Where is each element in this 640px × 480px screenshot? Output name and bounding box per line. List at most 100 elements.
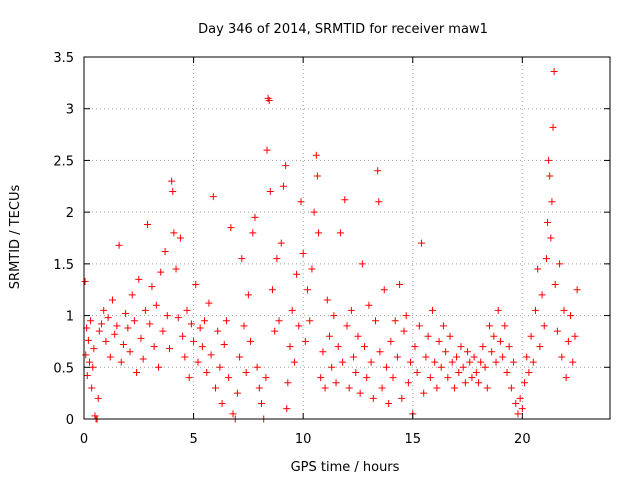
data-point <box>393 353 401 361</box>
data-point <box>251 213 259 221</box>
x-tick-label: 0 <box>80 432 88 447</box>
data-point <box>531 306 539 314</box>
data-point <box>117 358 125 366</box>
data-point <box>119 341 127 349</box>
data-point <box>374 167 382 175</box>
data-point <box>330 312 338 320</box>
data-point <box>258 399 266 407</box>
data-point <box>89 363 97 371</box>
data-point <box>341 196 349 204</box>
data-point <box>247 337 255 345</box>
data-point <box>81 277 89 285</box>
data-point <box>350 353 358 361</box>
data-point <box>203 368 211 376</box>
data-point <box>313 172 321 180</box>
data-point <box>212 384 219 392</box>
data-point <box>100 306 108 314</box>
data-point <box>84 336 92 344</box>
data-point <box>402 312 410 320</box>
data-point <box>573 286 581 294</box>
data-point <box>437 363 445 371</box>
data-points <box>81 67 581 423</box>
data-point <box>483 384 491 392</box>
y-tick-label: 1.5 <box>53 258 74 273</box>
data-point <box>168 177 176 185</box>
axis-ticks: 0 0.5 1 1.5 2 2.5 3 3.5 0 5 10 15 20 <box>53 51 610 447</box>
data-point <box>273 255 281 263</box>
x-axis-label: GPS time / hours <box>291 460 400 475</box>
data-point <box>290 358 298 366</box>
data-point <box>507 384 515 392</box>
data-point <box>152 301 160 309</box>
data-point <box>192 281 200 289</box>
data-point <box>444 374 452 382</box>
data-point <box>312 151 320 159</box>
data-point <box>194 358 202 366</box>
data-point <box>169 187 177 195</box>
data-point <box>113 322 121 330</box>
data-point <box>549 123 557 131</box>
y-axis-label: SRMTID / TECUs <box>8 185 23 290</box>
data-point <box>88 384 96 392</box>
data-point <box>95 327 103 335</box>
data-point <box>356 389 364 397</box>
data-point <box>413 368 421 376</box>
x-tick-label: 10 <box>295 432 312 447</box>
data-point <box>159 327 167 335</box>
data-point <box>165 345 173 353</box>
data-point <box>106 353 114 361</box>
y-tick-label: 2.5 <box>53 154 74 169</box>
data-point <box>122 310 130 318</box>
data-point <box>345 384 353 392</box>
data-point <box>433 384 441 392</box>
data-point <box>275 317 283 325</box>
data-point <box>488 348 496 356</box>
x-tick-label: 15 <box>404 432 421 447</box>
data-point <box>459 363 467 371</box>
data-point <box>229 410 237 418</box>
data-point <box>420 389 428 397</box>
data-point <box>216 363 224 371</box>
data-point <box>523 353 531 361</box>
data-point <box>277 239 285 247</box>
data-point <box>124 324 132 332</box>
data-point <box>102 337 110 345</box>
data-point <box>391 317 399 325</box>
data-point <box>387 337 395 345</box>
data-point <box>380 286 388 294</box>
data-point <box>501 322 509 330</box>
data-point <box>115 241 123 249</box>
data-point <box>358 260 366 268</box>
data-point <box>426 374 434 382</box>
data-point <box>144 221 152 229</box>
data-point <box>293 270 301 278</box>
data-point <box>141 306 149 314</box>
data-point <box>284 379 292 387</box>
data-point <box>262 374 270 382</box>
data-point <box>492 358 500 366</box>
data-point <box>286 343 294 351</box>
data-point <box>205 299 213 307</box>
data-point <box>308 265 316 273</box>
data-point <box>479 343 487 351</box>
data-point <box>227 224 235 232</box>
data-point <box>499 353 507 361</box>
data-point <box>183 306 191 314</box>
data-point <box>157 268 165 276</box>
data-point <box>569 358 577 366</box>
data-point <box>306 317 314 325</box>
data-point <box>181 353 189 361</box>
data-point <box>185 374 193 382</box>
data-point <box>190 337 198 345</box>
data-point <box>98 320 106 328</box>
data-point <box>446 332 454 340</box>
data-point <box>422 353 430 361</box>
data-point <box>146 320 154 328</box>
data-point <box>111 330 119 338</box>
data-point <box>126 348 134 356</box>
data-point <box>466 358 474 366</box>
y-tick-label: 0.5 <box>53 361 74 376</box>
data-point <box>428 306 436 314</box>
data-point <box>527 332 535 340</box>
